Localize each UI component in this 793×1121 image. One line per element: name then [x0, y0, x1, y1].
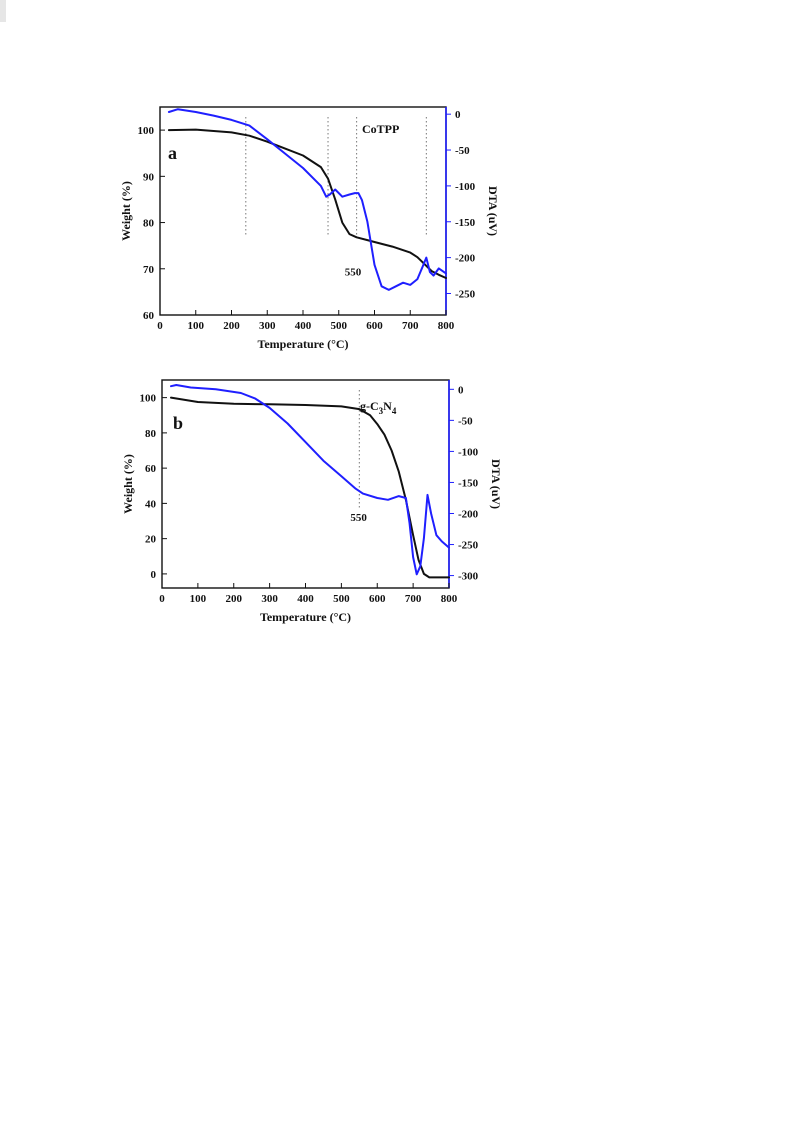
panel-b-sample-label: g-C3N4 — [360, 399, 397, 416]
panel-b-x-tick-label: 300 — [261, 593, 278, 605]
panel-b-y-left-axis-title: Weight (%) — [121, 454, 135, 514]
panel-a-x-tick-label: 600 — [366, 320, 383, 332]
panel-b-x-tick-label: 0 — [159, 593, 165, 605]
panel-b-annotation-550: 550 — [350, 512, 367, 524]
panel-a-y-right-tick-label: -250 — [455, 288, 476, 300]
panel-a-y-left-tick-label: 80 — [143, 218, 155, 230]
panel-a-y-right-tick-label: 0 — [455, 109, 461, 121]
panel-b-y-left-tick-label: 100 — [140, 393, 157, 405]
panel-a-x-tick-label: 400 — [295, 320, 312, 332]
panel-b-plot-frame — [161, 379, 450, 589]
panel-b-x-tick-label: 400 — [297, 593, 314, 605]
panel-b-y-right-tick-label: -300 — [458, 571, 479, 583]
panel-a-y-right-tick-label: -200 — [455, 253, 476, 265]
panel-b-y-left-tick-label: 20 — [145, 534, 157, 546]
panel-a-x-tick-label: 200 — [223, 320, 240, 332]
page-corner-mark — [0, 0, 6, 22]
panel-a-y-left-tick-label: 90 — [143, 171, 155, 183]
panel-a-weight-series-line — [167, 128, 447, 279]
panel-b-x-tick-label: 500 — [333, 593, 350, 605]
panel-b-y-left-tick-label: 60 — [145, 463, 157, 475]
panel-b-x-tick-label: 100 — [190, 593, 207, 605]
chart-panel-b: 0 100 200 300 400 500 600 700 800 0 20 40 60 80 100 -30… — [121, 379, 503, 624]
chart-panel-a: 0 100 200 300 400 500 600 700 800 60 70 80 90 100 -250… — [119, 106, 500, 351]
panel-a-y-right-axis-title: DTA (uV) — [486, 186, 500, 236]
panel-b-y-left-tick-label: 0 — [151, 569, 157, 581]
panel-b-x-axis-title: Temperature (°C) — [260, 610, 351, 624]
panel-b-y-right-tick-label: -100 — [458, 446, 479, 458]
panel-a-letter: a — [168, 143, 177, 163]
panel-a-x-tick-label: 800 — [438, 320, 455, 332]
panel-b-x-tick-label: 800 — [441, 593, 458, 605]
panel-a-x-tick-label: 100 — [188, 320, 205, 332]
panel-b-y-right-tick-label: -50 — [458, 415, 473, 427]
panel-a-x-axis-title: Temperature (°C) — [257, 337, 348, 351]
panel-a-y-right-tick-label: -100 — [455, 181, 476, 193]
panel-a-x-tick-label: 700 — [402, 320, 419, 332]
panel-a-y-right-tick-label: -150 — [455, 217, 476, 229]
panel-a-dta-series-line — [167, 108, 447, 291]
panel-b-x-tick-label: 200 — [226, 593, 243, 605]
panel-a-x-tick-label: 0 — [157, 320, 163, 332]
panel-b-weight-series-line — [170, 396, 450, 579]
panel-b-y-right-tick-label: 0 — [458, 384, 464, 396]
panel-b-y-right-tick-label: -250 — [458, 540, 479, 552]
panel-b-x-tick-label: 700 — [405, 593, 422, 605]
panel-a-y-left-tick-label: 100 — [138, 125, 155, 137]
panel-b-y-right-tick-label: -150 — [458, 477, 479, 489]
panel-a-y-left-tick-label: 70 — [143, 264, 155, 276]
panel-b-y-right-axis-title: DTA (uV) — [489, 459, 503, 509]
panel-b-x-tick-label: 600 — [369, 593, 386, 605]
panel-a-x-tick-label: 500 — [331, 320, 348, 332]
panel-b-dta-series-line — [170, 384, 450, 576]
panel-a-sample-label: CoTPP — [362, 122, 399, 136]
panel-a-y-right-tick-label: -50 — [455, 145, 470, 157]
panel-a-y-left-tick-label: 60 — [143, 310, 155, 322]
panel-b-y-left-tick-label: 80 — [145, 428, 157, 440]
panel-b-y-right-tick-label: -200 — [458, 508, 479, 520]
panel-a-x-tick-label: 300 — [259, 320, 276, 332]
panel-a-y-left-axis-title: Weight (%) — [119, 181, 133, 241]
panel-b-y-left-tick-label: 40 — [145, 498, 157, 510]
panel-b-letter: b — [173, 413, 183, 433]
panel-a-annotation-550: 550 — [345, 267, 362, 279]
